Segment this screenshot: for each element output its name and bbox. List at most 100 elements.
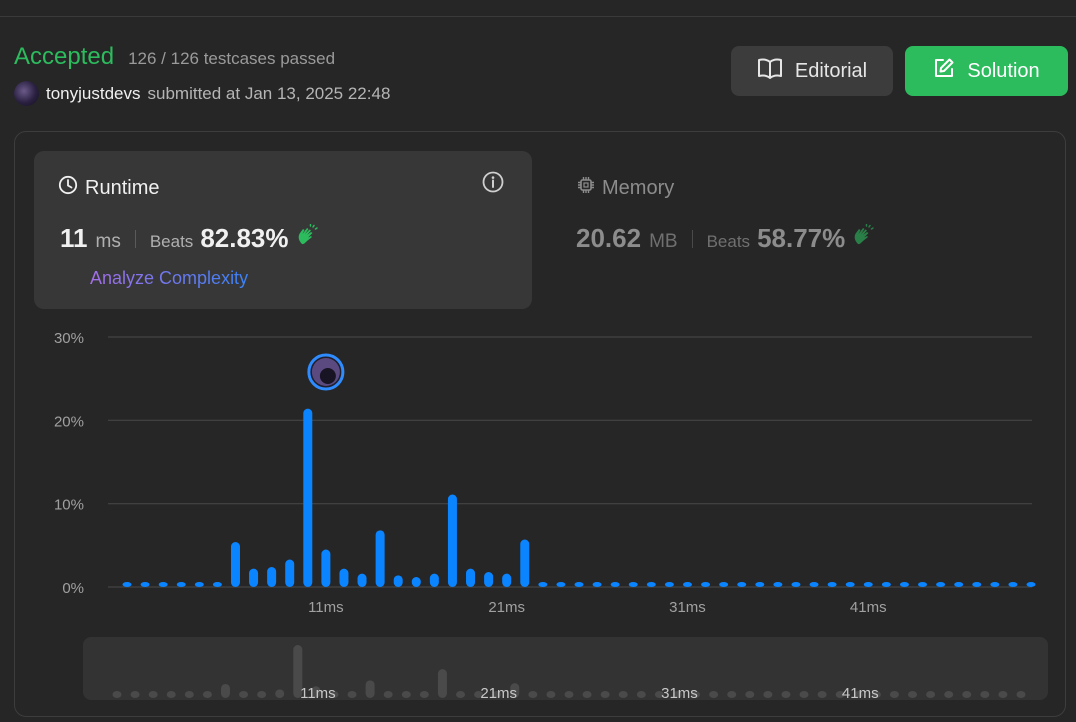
bar[interactable]	[682, 582, 692, 587]
bar[interactable]	[140, 582, 150, 587]
bar[interactable]	[773, 582, 783, 587]
avatar[interactable]	[14, 81, 39, 106]
bar[interactable]	[664, 582, 674, 587]
bar[interactable]	[176, 582, 186, 587]
bar[interactable]	[502, 573, 512, 587]
editorial-button[interactable]: Editorial	[731, 46, 893, 96]
submitted-time: submitted at Jan 13, 2025 22:48	[147, 83, 391, 103]
mini-bar	[293, 645, 303, 698]
testcases-count: 126 / 126 testcases passed	[128, 49, 336, 68]
bar[interactable]	[918, 582, 928, 587]
mini-x-tick-label: 11ms	[300, 685, 336, 702]
bar[interactable]	[393, 575, 403, 587]
runtime-card[interactable]: Runtime 11 ms Beats 82.83% Analyze Compl…	[34, 151, 532, 309]
mini-x-tick-label: 31ms	[661, 685, 698, 702]
analyze-complexity-link[interactable]: Analyze Complexity	[90, 268, 249, 288]
beats-label: Beats	[149, 232, 194, 251]
bar[interactable]	[194, 582, 204, 587]
bar[interactable]	[954, 582, 964, 587]
chip-icon	[576, 175, 596, 201]
x-tick-label: 41ms	[850, 599, 887, 616]
mini-bar	[600, 691, 610, 698]
bar[interactable]	[755, 582, 765, 587]
mini-bar	[709, 691, 719, 698]
bar[interactable]	[972, 582, 982, 587]
memory-title[interactable]: Memory	[576, 175, 674, 201]
bar[interactable]	[863, 582, 873, 587]
range-slider-track[interactable]	[83, 637, 1048, 700]
mini-bar	[672, 691, 682, 698]
bar[interactable]	[484, 572, 494, 587]
bar[interactable]	[447, 494, 457, 588]
mini-bar	[401, 691, 411, 698]
bar[interactable]	[212, 582, 222, 587]
mini-bar	[781, 691, 791, 698]
mini-bar	[130, 691, 140, 698]
bar[interactable]	[411, 577, 421, 587]
x-tick-label: 11ms	[308, 599, 344, 616]
bar[interactable]	[936, 582, 946, 587]
bar[interactable]	[267, 567, 277, 587]
bar[interactable]	[610, 582, 620, 587]
bar[interactable]	[339, 568, 349, 587]
bar[interactable]	[357, 573, 367, 587]
bar[interactable]	[1008, 582, 1018, 587]
edit-icon	[933, 57, 955, 85]
bar[interactable]	[285, 559, 295, 588]
runtime-metric: 11 ms Beats 82.83%	[60, 223, 319, 254]
mini-bar	[166, 691, 176, 698]
bar[interactable]	[122, 582, 132, 587]
bar[interactable]	[321, 549, 331, 588]
bar[interactable]	[827, 582, 837, 587]
bar[interactable]	[1026, 582, 1036, 587]
bar[interactable]	[574, 582, 584, 587]
mini-bar	[908, 691, 918, 698]
bar[interactable]	[791, 582, 801, 587]
bar[interactable]	[646, 582, 656, 587]
runtime-label: Runtime	[85, 176, 160, 199]
bar[interactable]	[990, 582, 1000, 587]
mini-bar	[112, 691, 122, 698]
bar[interactable]	[429, 573, 439, 587]
bar[interactable]	[809, 582, 819, 587]
mini-bar	[980, 691, 990, 698]
bar[interactable]	[538, 582, 548, 587]
username-link[interactable]: tonyjustdevs	[46, 83, 141, 103]
bar[interactable]	[520, 539, 530, 588]
submission-meta: tonyjustdevs submitted at Jan 13, 2025 2…	[14, 81, 390, 106]
clap-icon	[295, 223, 319, 253]
memory-label: Memory	[602, 176, 675, 199]
bar[interactable]	[158, 582, 168, 587]
bar[interactable]	[737, 582, 747, 587]
beats-label: Beats	[706, 232, 751, 251]
mini-bar	[220, 683, 230, 698]
bar[interactable]	[466, 568, 476, 587]
mini-bar	[926, 691, 936, 698]
bar[interactable]	[719, 582, 729, 587]
mini-bar	[148, 691, 158, 698]
bar[interactable]	[628, 582, 638, 587]
bar[interactable]	[249, 568, 259, 587]
y-tick-label: 10%	[54, 497, 84, 514]
mini-bar	[727, 691, 737, 698]
bar[interactable]	[230, 542, 240, 587]
mini-bar	[654, 691, 664, 698]
mini-bar	[419, 691, 429, 698]
mini-bar	[510, 683, 520, 698]
mini-bar	[745, 691, 755, 698]
mini-bar	[835, 691, 845, 698]
bar[interactable]	[701, 582, 711, 587]
info-icon[interactable]	[482, 171, 504, 198]
bar[interactable]	[303, 408, 313, 587]
status-accepted: Accepted	[14, 43, 115, 70]
bar[interactable]	[556, 582, 566, 587]
mini-bar	[184, 691, 194, 698]
solution-button[interactable]: Solution	[905, 46, 1068, 96]
bar[interactable]	[592, 582, 602, 587]
runtime-unit: ms	[95, 231, 121, 252]
bar[interactable]	[375, 530, 385, 587]
memory-metric: 20.62 MB Beats 58.77%	[576, 223, 875, 254]
bar[interactable]	[845, 582, 855, 587]
bar[interactable]	[899, 582, 909, 587]
bar[interactable]	[881, 582, 891, 587]
